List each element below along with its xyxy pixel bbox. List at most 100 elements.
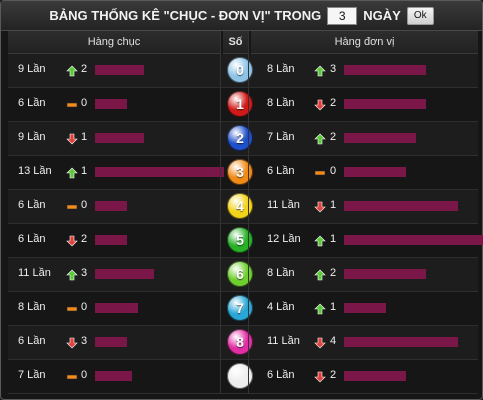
panel-title: BẢNG THỐNG KÊ "CHỤC - ĐƠN VỊ" TRONG xyxy=(49,8,322,23)
arrow-down-icon xyxy=(66,234,78,247)
digit-label: 3 xyxy=(236,164,244,180)
arrow-up-icon xyxy=(314,302,326,315)
tens-change: 2 xyxy=(81,233,88,245)
units-bar xyxy=(344,303,386,313)
table-row: 9 Lần 2 0 8 Lần 3 xyxy=(8,54,478,88)
arrow-up-icon xyxy=(66,64,78,77)
units-change: 2 xyxy=(330,131,337,143)
table-row: 7 Lần 0 6 Lần 2 xyxy=(8,360,478,394)
units-bar xyxy=(344,371,406,381)
units-count: 11 Lần xyxy=(267,335,300,347)
units-bar xyxy=(344,337,458,347)
digit-ball: 5 xyxy=(227,227,253,253)
units-bar xyxy=(344,133,416,143)
units-count: 11 Lần xyxy=(267,199,300,211)
digit-ball xyxy=(227,363,253,389)
tens-column-header: Hàng chục xyxy=(8,31,220,54)
arrow-up-icon xyxy=(314,132,326,145)
digit-ball: 8 xyxy=(227,329,253,355)
arrow-down-icon xyxy=(314,98,326,111)
arrow-down-icon xyxy=(66,336,78,349)
digit-label: 7 xyxy=(236,300,244,316)
tens-change: 0 xyxy=(81,301,88,313)
units-change: 2 xyxy=(330,267,337,279)
number-column-header: Số xyxy=(223,31,248,54)
dash-icon xyxy=(66,98,78,110)
digit-ball: 4 xyxy=(227,193,253,219)
table-row: 6 Lần 2 5 12 Lần 1 xyxy=(8,224,483,258)
arrow-up-icon xyxy=(314,64,326,77)
units-bar xyxy=(344,99,426,109)
tens-bar xyxy=(95,201,127,211)
tens-count: 6 Lần xyxy=(18,97,46,109)
arrow-down-icon xyxy=(314,336,326,349)
tens-change: 3 xyxy=(81,335,88,347)
ok-button[interactable]: Ok xyxy=(406,6,434,25)
tens-change: 2 xyxy=(81,63,88,75)
tens-bar xyxy=(95,371,132,381)
tens-count: 6 Lần xyxy=(18,233,46,245)
tens-bar xyxy=(95,235,127,245)
units-change: 0 xyxy=(330,165,337,177)
table-row: 11 Lần 3 6 8 Lần 2 xyxy=(8,258,478,292)
digit-ball: 7 xyxy=(227,295,253,321)
tens-count: 7 Lần xyxy=(18,369,46,381)
units-bar xyxy=(344,167,406,177)
dash-icon xyxy=(66,200,78,212)
digit-label: 1 xyxy=(236,96,244,112)
units-count: 8 Lần xyxy=(267,97,295,109)
arrow-up-icon xyxy=(314,268,326,281)
digit-label: 2 xyxy=(236,130,244,146)
units-change: 1 xyxy=(330,301,337,313)
tens-bar xyxy=(95,337,127,347)
tens-count: 9 Lần xyxy=(18,63,46,75)
digit-label: 6 xyxy=(236,266,244,282)
table-row: 9 Lần 1 2 7 Lần 2 xyxy=(8,122,478,156)
tens-count: 9 Lần xyxy=(18,131,46,143)
digit-label: 4 xyxy=(236,198,244,214)
table-row: 13 Lần 1 3 6 Lần 0 xyxy=(8,156,478,190)
tens-change: 1 xyxy=(81,165,88,177)
tens-change: 0 xyxy=(81,199,88,211)
tens-bar xyxy=(95,269,154,279)
units-change: 4 xyxy=(330,335,337,347)
tens-count: 11 Lần xyxy=(18,267,51,279)
units-change: 1 xyxy=(330,233,337,245)
digit-ball: 1 xyxy=(227,91,253,117)
dash-icon xyxy=(66,370,78,382)
tens-bar xyxy=(95,303,138,313)
dash-icon xyxy=(314,166,326,178)
arrow-up-icon xyxy=(66,268,78,281)
column-divider xyxy=(248,31,249,394)
units-change: 2 xyxy=(330,369,337,381)
tens-count: 6 Lần xyxy=(18,335,46,347)
units-count: 12 Lần xyxy=(267,233,301,245)
panel-header: BẢNG THỐNG KÊ "CHỤC - ĐƠN VỊ" TRONG NGÀY… xyxy=(1,1,482,31)
units-count: 4 Lần xyxy=(267,301,295,313)
digit-label: 0 xyxy=(236,62,244,78)
tens-bar xyxy=(95,167,224,177)
units-count: 8 Lần xyxy=(267,63,295,75)
tens-bar xyxy=(95,133,144,143)
digit-ball: 6 xyxy=(227,261,253,287)
arrow-down-icon xyxy=(314,200,326,213)
units-count: 8 Lần xyxy=(267,267,295,279)
table-row: 6 Lần 3 8 11 Lần 4 xyxy=(8,326,478,360)
arrow-down-icon xyxy=(66,132,78,145)
table-row: 6 Lần 0 4 11 Lần 1 xyxy=(8,190,478,224)
units-column-header: Hàng đơn vị xyxy=(251,31,478,54)
tens-change: 0 xyxy=(81,97,88,109)
arrow-up-icon xyxy=(314,234,326,247)
tens-change: 1 xyxy=(81,131,88,143)
digit-ball: 2 xyxy=(227,125,253,151)
digit-label: 5 xyxy=(236,232,244,248)
tens-bar xyxy=(95,99,127,109)
digit-ball: 0 xyxy=(227,57,253,83)
units-bar xyxy=(344,201,458,211)
units-bar xyxy=(344,269,426,279)
arrow-down-icon xyxy=(314,370,326,383)
table-row: 8 Lần 0 7 4 Lần 1 xyxy=(8,292,478,326)
units-bar xyxy=(344,235,483,245)
days-input[interactable] xyxy=(327,6,358,25)
